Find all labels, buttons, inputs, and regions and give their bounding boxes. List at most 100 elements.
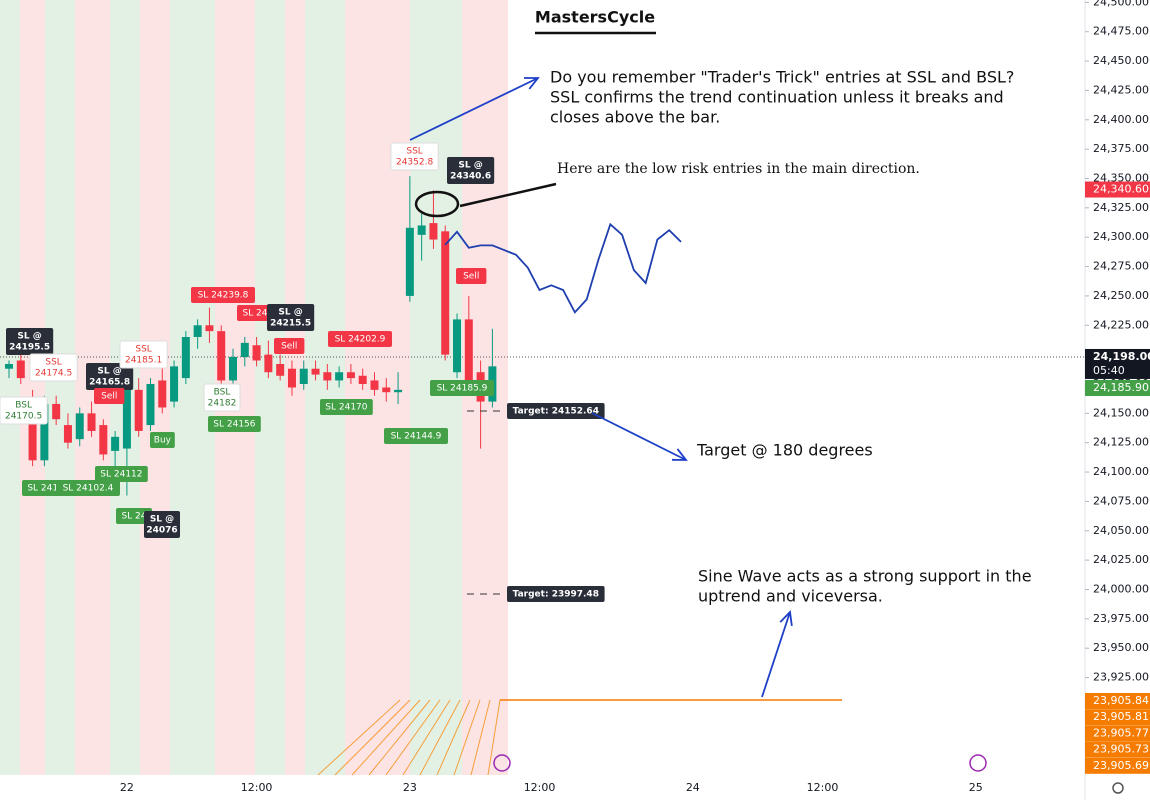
- trade-tag-text: Buy: [154, 436, 172, 446]
- trade-tag-text: 24170.5: [5, 412, 42, 422]
- trade-tag-text: SL 24102.4: [63, 484, 114, 494]
- trade-tag-text: SL 24239.8: [198, 291, 249, 301]
- candle-body: [240, 342, 249, 357]
- hatch: [351, 699, 421, 776]
- band: [0, 0, 20, 775]
- candle-body: [52, 403, 61, 420]
- price-label: 23,905.77: [1093, 726, 1149, 739]
- candle-body: [394, 389, 403, 393]
- y-tick-label: 23,950.00: [1093, 641, 1149, 654]
- trade-tag-text: Sell: [463, 272, 479, 282]
- candle-body: [417, 225, 426, 235]
- candle-body: [193, 325, 202, 338]
- candle-body: [464, 319, 473, 390]
- trade-tag-text: Sell: [101, 392, 117, 402]
- y-tick-label: 24,250.00: [1093, 289, 1149, 302]
- band: [45, 0, 75, 775]
- trade-tag-text: SL 24185.9: [437, 384, 488, 394]
- trade-tag-text: SL 24170: [325, 403, 367, 413]
- candle-body: [276, 364, 285, 376]
- trade-tag-text: 24076: [146, 526, 177, 536]
- trade-tag: [95, 466, 148, 482]
- trade-tag: [0, 396, 48, 425]
- arrow-head: [523, 77, 540, 90]
- trade-tag-text: SL @: [458, 161, 482, 171]
- candle-body: [441, 231, 450, 355]
- x-tick-label: 12:00: [524, 781, 556, 794]
- price-label: 24,185.90: [1093, 381, 1149, 394]
- y-tick-label: 24,075.00: [1093, 494, 1149, 507]
- trade-tag: [119, 340, 168, 369]
- candle-body: [170, 366, 179, 402]
- arrow: [409, 77, 539, 141]
- candle-body: [311, 368, 320, 375]
- trade-tag: [456, 268, 487, 284]
- trade-tag: [203, 383, 241, 412]
- last-price-tag: [1085, 348, 1150, 379]
- candle-body: [429, 223, 438, 240]
- x-tick-label: 23: [403, 781, 417, 794]
- price-label: 24,340.60: [1093, 183, 1149, 196]
- trade-tag: [274, 338, 305, 354]
- band: [255, 0, 285, 775]
- y-tick-label: 24,050.00: [1093, 524, 1149, 537]
- price-tag: [1085, 379, 1150, 396]
- trade-tag: [86, 363, 134, 390]
- trade-tag: [29, 353, 78, 382]
- y-tick-label: 23,925.00: [1093, 671, 1149, 684]
- hatch: [487, 699, 501, 776]
- trade-tag: [56, 480, 120, 496]
- callout-text: closes above the bar.: [550, 108, 720, 127]
- trade-tag: [150, 432, 175, 448]
- y-tick-label: 24,025.00: [1093, 553, 1149, 566]
- candle-body: [299, 368, 308, 384]
- trade-tag-text: BSL: [15, 401, 32, 411]
- trade-tag-text: Target: 23997.48: [513, 590, 599, 600]
- y-tick-label: 24,450.00: [1093, 54, 1149, 67]
- candle-body: [75, 413, 84, 440]
- y-tick-label: 24,150.00: [1093, 406, 1149, 419]
- x-tick-label: 25: [969, 781, 983, 794]
- trade-tag: [267, 304, 315, 331]
- trade-tag-text: SL @: [150, 515, 174, 525]
- candle-body: [287, 368, 296, 388]
- y-tick-label: 24,225.00: [1093, 318, 1149, 331]
- candle-body: [217, 331, 226, 381]
- hatch: [470, 699, 491, 776]
- trade-tag-text: SL 2410: [27, 484, 64, 494]
- hatch: [436, 699, 471, 776]
- circle-mark: [414, 190, 460, 218]
- trade-tag-text: SSL: [135, 345, 151, 355]
- price-axis: [1085, 0, 1150, 800]
- trade-tag: [507, 403, 605, 419]
- x-tick-label: 24: [686, 781, 700, 794]
- y-tick-label: 24,325.00: [1093, 201, 1149, 214]
- candle-body: [252, 345, 261, 361]
- trade-tag-text: 24215.5: [270, 319, 311, 329]
- trade-tag-text: SL 24: [242, 309, 267, 319]
- trade-tag-text: 24182: [208, 399, 237, 409]
- hatch: [334, 699, 411, 776]
- candle-body: [5, 364, 13, 369]
- candle-body: [264, 354, 273, 373]
- trade-tag-text: SL 24156: [213, 420, 255, 430]
- price-tag: [1085, 693, 1150, 709]
- trade-tag-text: SL @: [278, 308, 302, 318]
- candle-body: [158, 380, 167, 408]
- candle-body: [111, 436, 120, 451]
- y-tick-label: 24,300.00: [1093, 230, 1149, 243]
- trade-tag-text: 24340.6: [450, 172, 491, 182]
- trade-tag-text: 24185.1: [125, 356, 162, 366]
- candle-body: [370, 380, 379, 390]
- callout-text: Target @ 180 degrees: [696, 441, 873, 460]
- callout-text: Sine Wave acts as a strong support in th…: [698, 567, 1032, 586]
- price-label: 23,905.69: [1093, 759, 1149, 772]
- candle-body: [358, 375, 367, 384]
- trade-tag-text: 24165.8: [89, 378, 130, 388]
- candle-body: [346, 372, 355, 379]
- y-tick-label: 24,400.00: [1093, 113, 1149, 126]
- trade-tag-text: SL 24112: [100, 470, 142, 480]
- price-tag: [1085, 725, 1150, 742]
- y-tick-label: 24,500.00: [1093, 0, 1149, 8]
- x-tick-label: 22: [120, 781, 134, 794]
